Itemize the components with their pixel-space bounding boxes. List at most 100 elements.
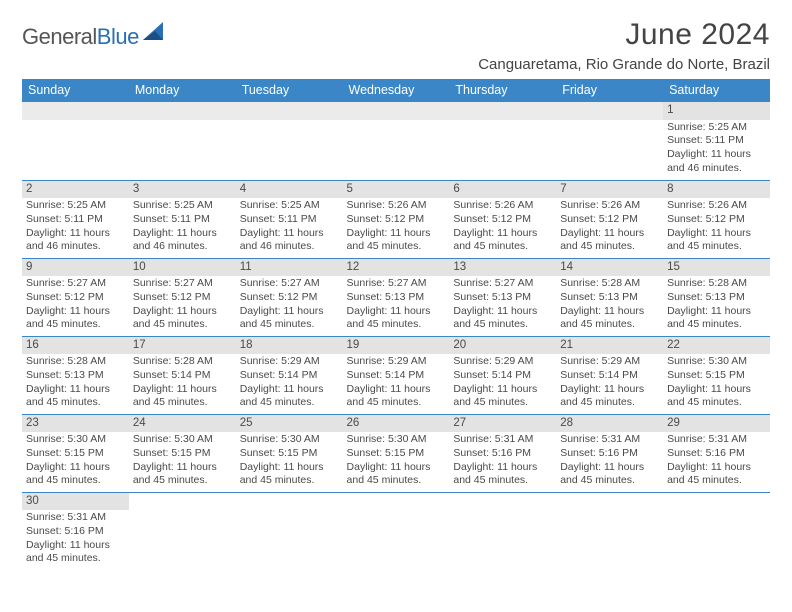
calendar-day-cell: [129, 102, 236, 180]
calendar-day-cell: [236, 102, 343, 180]
day-details: Sunrise: 5:30 AMSunset: 5:15 PMDaylight:…: [22, 432, 129, 490]
day-details: Sunrise: 5:29 AMSunset: 5:14 PMDaylight:…: [449, 354, 556, 412]
day-number: 22: [663, 337, 770, 355]
calendar-day-cell: 2Sunrise: 5:25 AMSunset: 5:11 PMDaylight…: [22, 180, 129, 258]
day-details: Sunrise: 5:25 AMSunset: 5:11 PMDaylight:…: [236, 198, 343, 256]
calendar-week-row: 23Sunrise: 5:30 AMSunset: 5:15 PMDayligh…: [22, 414, 770, 492]
calendar-day-cell: 18Sunrise: 5:29 AMSunset: 5:14 PMDayligh…: [236, 336, 343, 414]
calendar-week-row: 16Sunrise: 5:28 AMSunset: 5:13 PMDayligh…: [22, 336, 770, 414]
day-number: 26: [343, 415, 450, 433]
calendar-day-cell: [22, 102, 129, 180]
day-details: Sunrise: 5:25 AMSunset: 5:11 PMDaylight:…: [129, 198, 236, 256]
day-number: 12: [343, 259, 450, 277]
day-number: 5: [343, 181, 450, 199]
day-details: Sunrise: 5:25 AMSunset: 5:11 PMDaylight:…: [663, 120, 770, 178]
calendar-day-cell: 3Sunrise: 5:25 AMSunset: 5:11 PMDaylight…: [129, 180, 236, 258]
day-number: 7: [556, 181, 663, 199]
day-number: 10: [129, 259, 236, 277]
day-number: 27: [449, 415, 556, 433]
calendar-day-cell: 5Sunrise: 5:26 AMSunset: 5:12 PMDaylight…: [343, 180, 450, 258]
calendar-day-cell: 16Sunrise: 5:28 AMSunset: 5:13 PMDayligh…: [22, 336, 129, 414]
day-details: Sunrise: 5:28 AMSunset: 5:13 PMDaylight:…: [556, 276, 663, 334]
day-details: Sunrise: 5:28 AMSunset: 5:13 PMDaylight:…: [22, 354, 129, 412]
day-details: Sunrise: 5:27 AMSunset: 5:12 PMDaylight:…: [236, 276, 343, 334]
calendar-week-row: 1Sunrise: 5:25 AMSunset: 5:11 PMDaylight…: [22, 102, 770, 180]
calendar-grid: Sunday Monday Tuesday Wednesday Thursday…: [22, 79, 770, 570]
calendar-day-cell: 27Sunrise: 5:31 AMSunset: 5:16 PMDayligh…: [449, 414, 556, 492]
calendar-day-cell: 22Sunrise: 5:30 AMSunset: 5:15 PMDayligh…: [663, 336, 770, 414]
day-number: 17: [129, 337, 236, 355]
day-number: 15: [663, 259, 770, 277]
day-number: 9: [22, 259, 129, 277]
header: GeneralBlue June 2024 Canguaretama, Rio …: [22, 18, 770, 73]
day-number: 8: [663, 181, 770, 199]
weekday-header: Friday: [556, 79, 663, 102]
day-number: 24: [129, 415, 236, 433]
day-number: 30: [22, 493, 129, 511]
day-details: Sunrise: 5:29 AMSunset: 5:14 PMDaylight:…: [556, 354, 663, 412]
day-number-empty: [236, 102, 343, 120]
day-number: 18: [236, 337, 343, 355]
day-number: 6: [449, 181, 556, 199]
day-details: Sunrise: 5:26 AMSunset: 5:12 PMDaylight:…: [449, 198, 556, 256]
calendar-day-cell: [343, 492, 450, 570]
calendar-week-row: 9Sunrise: 5:27 AMSunset: 5:12 PMDaylight…: [22, 258, 770, 336]
calendar-day-cell: 14Sunrise: 5:28 AMSunset: 5:13 PMDayligh…: [556, 258, 663, 336]
day-number: 28: [556, 415, 663, 433]
weekday-header: Saturday: [663, 79, 770, 102]
day-details: Sunrise: 5:27 AMSunset: 5:12 PMDaylight:…: [22, 276, 129, 334]
calendar-week-row: 2Sunrise: 5:25 AMSunset: 5:11 PMDaylight…: [22, 180, 770, 258]
day-details: Sunrise: 5:29 AMSunset: 5:14 PMDaylight:…: [236, 354, 343, 412]
day-number-empty: [129, 102, 236, 120]
day-details: Sunrise: 5:30 AMSunset: 5:15 PMDaylight:…: [129, 432, 236, 490]
day-number: 19: [343, 337, 450, 355]
day-details: Sunrise: 5:28 AMSunset: 5:14 PMDaylight:…: [129, 354, 236, 412]
calendar-day-cell: 21Sunrise: 5:29 AMSunset: 5:14 PMDayligh…: [556, 336, 663, 414]
day-number-empty: [343, 102, 450, 120]
logo-sail-icon: [141, 20, 167, 47]
calendar-day-cell: [343, 102, 450, 180]
calendar-week-row: 30Sunrise: 5:31 AMSunset: 5:16 PMDayligh…: [22, 492, 770, 570]
day-number: 16: [22, 337, 129, 355]
day-number: 11: [236, 259, 343, 277]
day-details: Sunrise: 5:30 AMSunset: 5:15 PMDaylight:…: [236, 432, 343, 490]
calendar-day-cell: 1Sunrise: 5:25 AMSunset: 5:11 PMDaylight…: [663, 102, 770, 180]
weekday-header: Wednesday: [343, 79, 450, 102]
calendar-day-cell: [449, 102, 556, 180]
day-details: Sunrise: 5:27 AMSunset: 5:13 PMDaylight:…: [449, 276, 556, 334]
day-number: 4: [236, 181, 343, 199]
weekday-header-row: Sunday Monday Tuesday Wednesday Thursday…: [22, 79, 770, 102]
calendar-day-cell: 12Sunrise: 5:27 AMSunset: 5:13 PMDayligh…: [343, 258, 450, 336]
logo-text-general: General: [22, 24, 97, 50]
day-details: Sunrise: 5:27 AMSunset: 5:12 PMDaylight:…: [129, 276, 236, 334]
day-details: Sunrise: 5:25 AMSunset: 5:11 PMDaylight:…: [22, 198, 129, 256]
calendar-day-cell: 17Sunrise: 5:28 AMSunset: 5:14 PMDayligh…: [129, 336, 236, 414]
day-number-empty: [22, 102, 129, 120]
calendar-day-cell: [449, 492, 556, 570]
day-details: Sunrise: 5:26 AMSunset: 5:12 PMDaylight:…: [556, 198, 663, 256]
day-details: Sunrise: 5:31 AMSunset: 5:16 PMDaylight:…: [556, 432, 663, 490]
calendar-day-cell: 8Sunrise: 5:26 AMSunset: 5:12 PMDaylight…: [663, 180, 770, 258]
day-number: 21: [556, 337, 663, 355]
day-number-empty: [449, 102, 556, 120]
day-details: Sunrise: 5:30 AMSunset: 5:15 PMDaylight:…: [663, 354, 770, 412]
day-details: Sunrise: 5:27 AMSunset: 5:13 PMDaylight:…: [343, 276, 450, 334]
weekday-header: Sunday: [22, 79, 129, 102]
calendar-day-cell: 24Sunrise: 5:30 AMSunset: 5:15 PMDayligh…: [129, 414, 236, 492]
calendar-day-cell: 23Sunrise: 5:30 AMSunset: 5:15 PMDayligh…: [22, 414, 129, 492]
day-number: 14: [556, 259, 663, 277]
day-number: 25: [236, 415, 343, 433]
day-details: Sunrise: 5:30 AMSunset: 5:15 PMDaylight:…: [343, 432, 450, 490]
calendar-day-cell: 19Sunrise: 5:29 AMSunset: 5:14 PMDayligh…: [343, 336, 450, 414]
day-number: 2: [22, 181, 129, 199]
calendar-day-cell: 26Sunrise: 5:30 AMSunset: 5:15 PMDayligh…: [343, 414, 450, 492]
day-number: 29: [663, 415, 770, 433]
calendar-day-cell: 25Sunrise: 5:30 AMSunset: 5:15 PMDayligh…: [236, 414, 343, 492]
day-details: Sunrise: 5:31 AMSunset: 5:16 PMDaylight:…: [663, 432, 770, 490]
location-subtitle: Canguaretama, Rio Grande do Norte, Brazi…: [478, 56, 770, 73]
day-details: Sunrise: 5:26 AMSunset: 5:12 PMDaylight:…: [663, 198, 770, 256]
day-details: Sunrise: 5:31 AMSunset: 5:16 PMDaylight:…: [22, 510, 129, 568]
calendar-day-cell: 20Sunrise: 5:29 AMSunset: 5:14 PMDayligh…: [449, 336, 556, 414]
calendar-day-cell: 28Sunrise: 5:31 AMSunset: 5:16 PMDayligh…: [556, 414, 663, 492]
weekday-header: Tuesday: [236, 79, 343, 102]
